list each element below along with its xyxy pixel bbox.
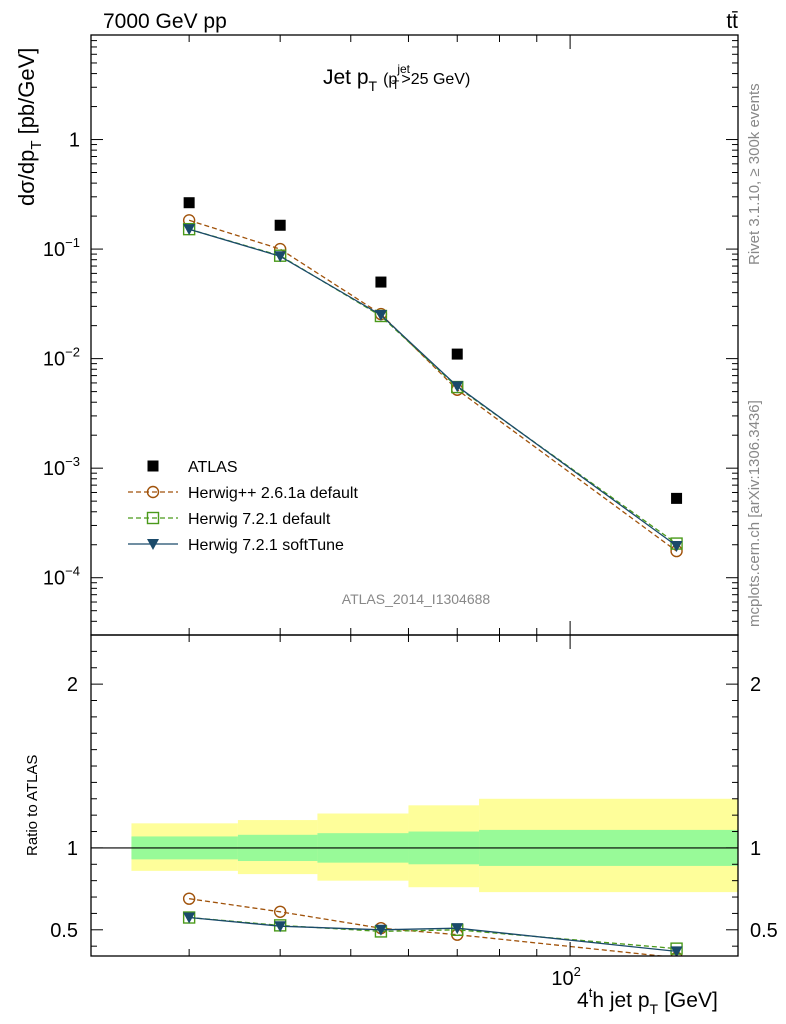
data-point [274, 251, 287, 263]
ratio-line [189, 916, 677, 953]
y-tick-label: 10−3 [43, 454, 80, 480]
ratio-point [451, 923, 464, 935]
main-y-tick-labels: 1 10−1 10−2 10−3 10−4 [43, 130, 80, 590]
analysis-id-label: ATLAS_2014_I1304688 [342, 591, 491, 607]
legend-entry: ATLAS [147, 459, 238, 476]
data-point [375, 276, 387, 288]
y-tick-label: 10−1 [43, 235, 80, 261]
main-ticks [91, 34, 738, 636]
main-data-layer [182, 197, 683, 558]
legend-entry: Herwig++ 2.6.1a default [128, 485, 358, 502]
chart-title: Jet pT (pjet T >25 GeV) [323, 62, 470, 94]
legend: ATLAS Herwig++ 2.6.1a default Herwig 7.2.1… [128, 459, 358, 554]
data-point [451, 348, 463, 360]
ratio-point [273, 905, 287, 918]
ratio-y-tick-label: 1 [67, 838, 78, 860]
series-0 [183, 197, 683, 504]
ratio-frame [90, 634, 739, 957]
legend-label: ATLAS [188, 459, 238, 476]
legend-marker [147, 460, 159, 472]
legend-marker [147, 539, 159, 550]
data-point [671, 492, 683, 504]
ratio-y-tick-label-right: 1 [750, 838, 761, 860]
site-label: mcplots.cern.ch [arXiv:1306.3436] [746, 400, 763, 627]
ratio-point [670, 946, 683, 956]
data-point [670, 540, 683, 552]
ratio-y-tick-label-right: 0.5 [750, 920, 778, 942]
series-3 [183, 224, 683, 552]
legend-entry: Herwig 7.2.1 softTune [128, 537, 344, 554]
main-panel: 1 10−1 10−2 10−3 10−4 Jet pT (pjet T >25 GeV) d… [14, 34, 739, 636]
rivet-label: Rivet 3.1.10, ≥ 300k events [746, 83, 763, 265]
x-tick-labels: 102 [551, 964, 580, 990]
x-tick-label: 102 [551, 964, 580, 990]
data-point [183, 224, 196, 236]
ratio-point [182, 892, 196, 905]
series-1 [182, 214, 683, 558]
legend-label: Herwig 7.2.1 default [188, 511, 331, 528]
ratio-y-tick-labels: 0.5 0.5 1 1 2 2 [50, 674, 778, 942]
ratio-point [374, 924, 387, 936]
y-tick-label: 10−2 [43, 345, 80, 371]
ratio-data-layer [91, 798, 738, 956]
x-axis-label: 4th jet pT [GeV] [577, 985, 718, 1017]
data-point [451, 381, 464, 393]
ratio-y-tick-label-right: 2 [750, 674, 761, 696]
ratio-panel: 0.5 0.5 1 1 2 2 Ratio to ATLAS [24, 634, 778, 957]
y-tick-label: 10−4 [43, 564, 80, 590]
legend-entry: Herwig 7.2.1 default [128, 511, 331, 528]
ratio-y-axis-label: Ratio to ATLAS [24, 755, 41, 856]
final-state-label: tt̄ [726, 10, 738, 33]
legend-label: Herwig 7.2.1 softTune [188, 537, 344, 554]
data-point [274, 219, 286, 231]
ratio-ticks [91, 635, 738, 956]
y-axis-label: dσ/dpT[pb/GeV] [14, 48, 45, 206]
legend-marker [146, 485, 160, 499]
legend-label: Herwig++ 2.6.1a default [188, 485, 358, 502]
ratio-series-1 [182, 911, 683, 955]
ratio-y-tick-label: 2 [67, 674, 78, 696]
ratio-point [183, 912, 196, 924]
y-tick-label: 1 [69, 130, 80, 152]
ratio-point [274, 921, 287, 933]
data-point [183, 197, 195, 209]
process-label: 7000 GeV pp [103, 10, 227, 33]
legend-marker [146, 511, 160, 525]
data-point [374, 310, 387, 322]
ratio-series-2 [183, 912, 683, 956]
ratio-y-tick-label: 0.5 [50, 920, 78, 942]
